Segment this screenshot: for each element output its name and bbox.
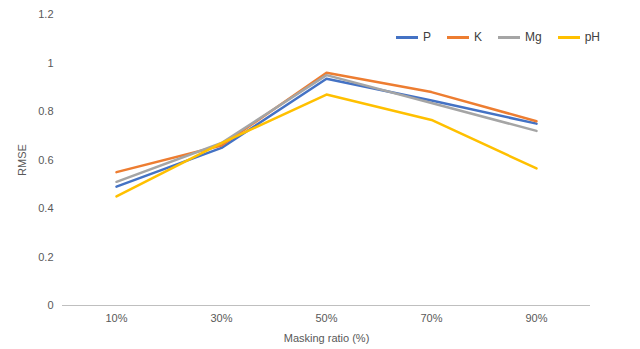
svg-text:0.2: 0.2 <box>38 251 53 263</box>
svg-text:0.4: 0.4 <box>38 202 53 214</box>
svg-text:10%: 10% <box>105 312 127 324</box>
svg-text:70%: 70% <box>420 312 442 324</box>
svg-text:90%: 90% <box>525 312 547 324</box>
svg-text:RMSE: RMSE <box>16 144 28 176</box>
svg-text:0.8: 0.8 <box>38 105 53 117</box>
svg-text:Masking ratio (%): Masking ratio (%) <box>284 332 370 344</box>
html-text:Mg: Mg <box>525 30 542 44</box>
html-text:K: K <box>474 30 482 44</box>
svg-text:30%: 30% <box>210 312 232 324</box>
svg-text:0.6: 0.6 <box>38 154 53 166</box>
svg-text:1: 1 <box>47 57 53 69</box>
html-text:P: P <box>423 30 431 44</box>
svg-text:0: 0 <box>47 299 53 311</box>
svg-text:50%: 50% <box>315 312 337 324</box>
html-text:pH: pH <box>584 30 600 44</box>
svg-text:1.2: 1.2 <box>38 8 53 20</box>
